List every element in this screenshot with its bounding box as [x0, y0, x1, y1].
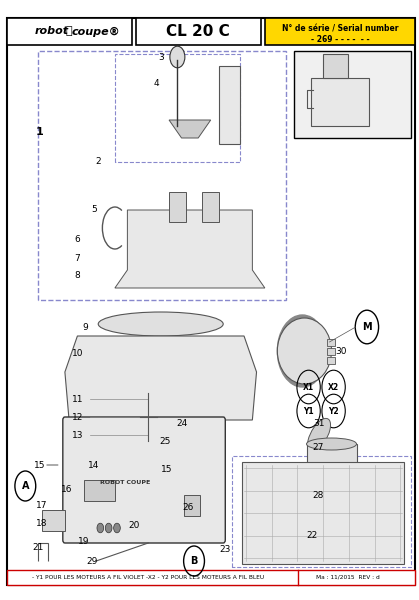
Text: 14: 14 — [88, 461, 100, 469]
FancyBboxPatch shape — [327, 339, 335, 346]
Circle shape — [114, 523, 120, 533]
Text: 20: 20 — [128, 520, 140, 529]
Text: A: A — [21, 481, 29, 491]
Polygon shape — [169, 120, 211, 138]
FancyBboxPatch shape — [265, 18, 415, 45]
Text: 4: 4 — [154, 79, 159, 88]
Text: X2: X2 — [328, 383, 339, 391]
FancyBboxPatch shape — [184, 495, 200, 516]
Text: ROBOT COUPE: ROBOT COUPE — [100, 481, 150, 485]
Text: 27: 27 — [313, 443, 324, 451]
Polygon shape — [65, 336, 256, 420]
Text: 9: 9 — [83, 323, 88, 331]
FancyBboxPatch shape — [327, 357, 335, 364]
Circle shape — [97, 523, 103, 533]
Text: M: M — [362, 322, 372, 332]
FancyBboxPatch shape — [219, 66, 240, 144]
FancyBboxPatch shape — [169, 192, 186, 222]
Text: 5: 5 — [91, 205, 97, 214]
Text: robot: robot — [35, 26, 69, 37]
Ellipse shape — [98, 312, 223, 336]
Text: 15: 15 — [161, 464, 173, 474]
FancyBboxPatch shape — [327, 348, 335, 355]
Text: Ⓢ: Ⓢ — [66, 26, 72, 37]
Ellipse shape — [277, 318, 331, 384]
Text: 6: 6 — [75, 235, 80, 245]
Text: 10: 10 — [72, 349, 83, 359]
Text: 26: 26 — [182, 503, 194, 511]
FancyBboxPatch shape — [63, 417, 225, 543]
Text: Y1: Y1 — [303, 407, 314, 415]
Ellipse shape — [307, 438, 357, 450]
FancyBboxPatch shape — [7, 570, 415, 585]
FancyBboxPatch shape — [136, 18, 261, 45]
Text: - 269 - - - -  - -: - 269 - - - - - - — [310, 35, 369, 44]
Polygon shape — [115, 210, 265, 288]
Text: 18: 18 — [36, 518, 48, 528]
Text: 23: 23 — [220, 545, 231, 553]
Text: 15: 15 — [34, 461, 46, 469]
Circle shape — [105, 523, 112, 533]
Text: 13: 13 — [72, 431, 83, 439]
FancyBboxPatch shape — [307, 444, 357, 483]
Text: N° de série / Serial number: N° de série / Serial number — [282, 25, 398, 34]
Text: 30: 30 — [336, 346, 347, 355]
FancyBboxPatch shape — [307, 495, 357, 522]
Text: B: B — [190, 556, 198, 566]
Text: 1: 1 — [36, 127, 44, 137]
Circle shape — [170, 46, 185, 68]
Text: 25: 25 — [159, 437, 171, 445]
Ellipse shape — [308, 418, 331, 452]
Text: 19: 19 — [78, 536, 89, 546]
FancyBboxPatch shape — [294, 51, 411, 138]
Text: 24: 24 — [176, 419, 187, 427]
FancyBboxPatch shape — [7, 18, 132, 45]
Text: X1: X1 — [303, 383, 314, 391]
Text: 8: 8 — [75, 271, 80, 280]
FancyBboxPatch shape — [42, 510, 65, 531]
Text: 7: 7 — [75, 254, 80, 263]
Text: 28: 28 — [313, 491, 324, 499]
FancyBboxPatch shape — [202, 192, 219, 222]
Text: Ma : 11/2015  REV : d: Ma : 11/2015 REV : d — [316, 575, 380, 580]
Text: 22: 22 — [307, 530, 318, 540]
Text: coupe®: coupe® — [71, 26, 120, 37]
Polygon shape — [242, 462, 404, 564]
Polygon shape — [323, 54, 348, 78]
Text: 17: 17 — [36, 500, 48, 510]
Text: 11: 11 — [72, 395, 83, 403]
Text: 12: 12 — [72, 413, 83, 421]
Text: CL 20 C: CL 20 C — [166, 24, 230, 39]
Text: 31: 31 — [313, 419, 325, 427]
Text: Y2: Y2 — [328, 407, 339, 415]
Polygon shape — [310, 78, 369, 126]
Text: 21: 21 — [32, 542, 44, 552]
Text: 16: 16 — [61, 485, 73, 493]
Text: - Y1 POUR LES MOTEURS A FIL VIOLET -X2 - Y2 POUR LES MOTEURS A FIL BLEU: - Y1 POUR LES MOTEURS A FIL VIOLET -X2 -… — [32, 575, 264, 580]
FancyBboxPatch shape — [84, 480, 115, 501]
Text: 2: 2 — [96, 157, 101, 166]
Text: 3: 3 — [158, 52, 163, 61]
Text: 29: 29 — [86, 557, 98, 565]
